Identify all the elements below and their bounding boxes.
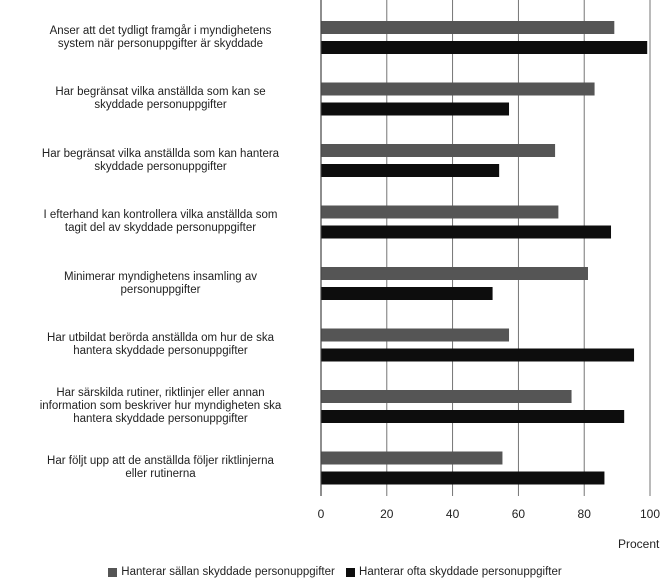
x-tick-label: 0 <box>318 507 325 521</box>
category-label-line: eller rutinerna <box>125 468 196 480</box>
bar-often <box>321 102 510 116</box>
x-tick-label: 100 <box>640 507 660 521</box>
legend-swatch <box>108 567 118 577</box>
category-label-line: Har utbildat berörda anställda om hur de… <box>47 332 274 344</box>
x-axis-title: Procent <box>618 537 660 551</box>
category-label-line: I efterhand kan kontrollera vilka anstäl… <box>43 209 278 221</box>
category-label-line: tagit del av skyddade personuppgifter <box>64 222 257 234</box>
category-label-line: skyddade personuppgifter <box>94 160 227 173</box>
bar-often <box>321 225 612 239</box>
bar-often <box>321 41 648 54</box>
category-label: Minimerar myndighetens insamling av perso… <box>8 271 313 297</box>
category-label: I efterhand kan kontrollera vilka anstäl… <box>8 209 313 235</box>
bar-often <box>321 471 605 485</box>
x-axis: 0 20 40 60 80 100 <box>318 507 661 521</box>
x-tick-label: 80 <box>578 507 592 521</box>
bars <box>321 21 648 485</box>
bar-rarely <box>321 267 588 280</box>
legend-label: Hanterar sällan skyddade personuppgifter <box>121 566 335 578</box>
category-label: Har följt upp att de anställda följer ri… <box>8 455 313 481</box>
legend: Hanterar sällan skyddade personuppgifter… <box>0 566 670 580</box>
category-label: Anser att det tydligt framgår i myndighe… <box>8 25 313 51</box>
category-label-line: Har begränsat vilka anställda som kan ha… <box>41 147 280 160</box>
bar-rarely <box>321 205 559 219</box>
category-label-line: information som beskriver hur myndighete… <box>39 400 282 412</box>
category-label: Har särskilda rutiner, riktlinjer eller … <box>8 387 313 426</box>
category-label-line: Minimerar myndighetens insamling av <box>63 270 258 283</box>
bar-rarely <box>321 328 510 342</box>
category-label-line: skyddade personuppgifter <box>94 99 227 111</box>
x-tick-label: 40 <box>446 507 460 521</box>
bar-rarely <box>321 21 615 34</box>
category-label-line: Har särskilda rutiner, riktlinjer eller … <box>56 387 265 399</box>
category-label-line: hantera skyddade personuppgifter <box>73 345 248 357</box>
legend-swatch <box>346 567 356 577</box>
bar-often <box>321 348 635 362</box>
bar-rarely <box>321 390 572 403</box>
category-label-line: Anser att det tydligt framgår i myndighe… <box>49 24 272 37</box>
category-label-line: Har följt upp att de anställda följer ri… <box>47 455 274 467</box>
bar-rarely <box>321 82 595 96</box>
bar-rarely <box>321 144 556 157</box>
bar-often <box>321 287 493 300</box>
x-tick-label: 20 <box>380 507 394 521</box>
category-label-line: system när personuppgifter är skyddade <box>57 37 264 50</box>
category-label-line: Har begränsat vilka anställda som kan se <box>55 86 266 98</box>
category-label: Har begränsat vilka anställda som kan ha… <box>8 148 313 174</box>
category-label-line: personuppgifter <box>120 283 201 296</box>
category-label: Har begränsat vilka anställda som kan se… <box>8 86 313 112</box>
legend-item-rarely: Hanterar sällan skyddade personuppgifter <box>108 566 335 578</box>
bar-often <box>321 164 500 177</box>
legend-item-often: Hanterar ofta skyddade personuppgifter <box>346 566 562 578</box>
category-label-line: hantera skyddade personuppgifter <box>73 413 248 425</box>
legend-label: Hanterar ofta skyddade personuppgifter <box>359 566 562 578</box>
bar-rarely <box>321 451 503 465</box>
bar-often <box>321 410 625 423</box>
category-label: Har utbildat berörda anställda om hur de… <box>8 332 313 358</box>
x-tick-label: 60 <box>512 507 526 521</box>
